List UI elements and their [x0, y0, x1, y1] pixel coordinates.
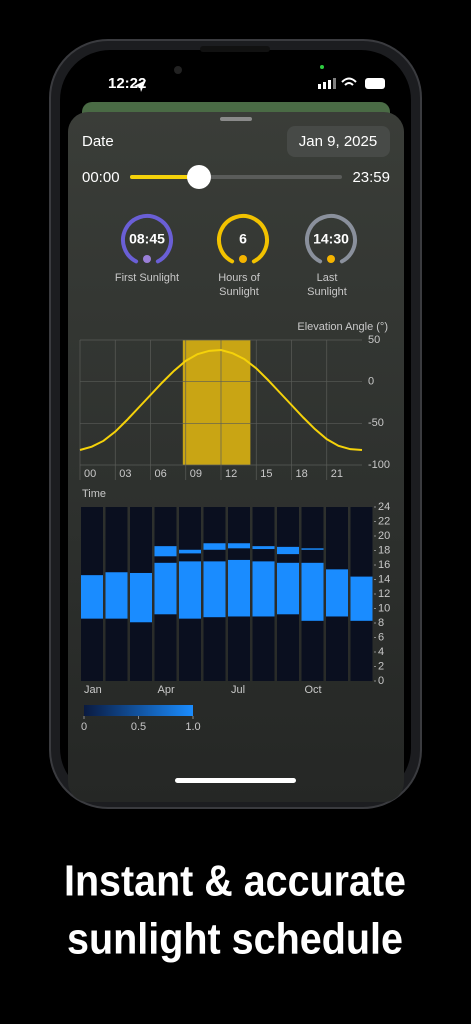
sunlight-range [228, 543, 250, 549]
sunlight-range [350, 576, 373, 621]
sun-icon [143, 255, 151, 263]
y-tick-label: 12 [378, 588, 390, 600]
sunlight-range [179, 549, 201, 554]
slider-fill [130, 175, 199, 179]
colorbar [84, 705, 193, 716]
x-tick-label: 12 [225, 468, 237, 480]
y-tick-label: -50 [368, 417, 384, 429]
location-icon [134, 80, 146, 92]
elevation-line [79, 348, 363, 451]
gauge-label: Last [317, 272, 338, 284]
y-tick-label: 24 [378, 501, 390, 513]
sunlight-range [326, 569, 348, 617]
colorbar-label: 1.0 [185, 721, 200, 733]
sunlight-range [252, 561, 275, 617]
date-value[interactable]: Jan 9, 2025 [299, 133, 377, 150]
date-button[interactable] [287, 126, 390, 157]
y-tick-label: 4 [378, 646, 384, 658]
gauge-label: Sunlight [307, 286, 347, 298]
home-indicator [175, 778, 296, 783]
sheet-handle[interactable] [220, 117, 252, 121]
sun-icon [239, 255, 247, 263]
y-tick-label: 8 [378, 617, 384, 629]
indicator [320, 65, 324, 69]
gauge-ring [217, 214, 269, 266]
sunlight-range [203, 561, 226, 618]
y-tick-label: 6 [378, 631, 384, 643]
slider-end: 23:59 [352, 169, 390, 186]
gauge-value: 08:45 [129, 231, 165, 247]
x-tick-label: 09 [190, 468, 202, 480]
x-axis-title: Time [82, 488, 106, 500]
camera [174, 66, 182, 74]
x-tick-label: 00 [84, 468, 96, 480]
notch [200, 46, 270, 52]
signal-icon [318, 78, 336, 89]
gauge-label: First Sunlight [115, 272, 179, 284]
sunlight-range [301, 548, 324, 550]
gauge-ring [121, 214, 173, 266]
gauge-value: 6 [239, 231, 247, 247]
date-label: Date [82, 133, 114, 150]
y-axis-title: Elevation Angle (°) [297, 321, 388, 333]
y-tick-label: 2 [378, 660, 384, 672]
sunlight-range [154, 546, 177, 557]
sunlight-range [228, 559, 250, 617]
sunlight-range [130, 572, 152, 623]
y-tick-label: 18 [378, 544, 390, 556]
wifi-icon [341, 77, 357, 86]
slider-start: 00:00 [82, 169, 120, 186]
slider-knob[interactable] [187, 165, 211, 189]
gauge-value: 14:30 [313, 231, 349, 247]
x-tick-label: Jul [231, 684, 245, 696]
x-tick-label: Jan [84, 684, 102, 696]
sunlight-range [154, 562, 177, 615]
sunlight-range [252, 546, 275, 550]
sunlight-range [105, 572, 128, 619]
x-tick-label: 21 [331, 468, 343, 480]
x-tick-label: 06 [155, 468, 167, 480]
x-tick-label: 03 [119, 468, 131, 480]
battery-icon [365, 78, 385, 89]
sun-icon [327, 255, 335, 263]
x-tick-label: Oct [305, 684, 322, 696]
gauge-label: Hours of [218, 272, 261, 284]
y-tick-label: 22 [378, 515, 390, 527]
y-tick-label: 10 [378, 602, 390, 614]
gauge-label: Sunlight [219, 286, 259, 298]
caption-line: sunlight schedule [67, 915, 403, 964]
y-tick-label: 0 [378, 675, 384, 687]
sunlight-range [81, 575, 103, 619]
sunlight-range [301, 562, 324, 621]
sunlight-range [277, 562, 299, 615]
colorbar-label: 0 [81, 721, 87, 733]
x-tick-label: Apr [158, 684, 175, 696]
status-time: 12:22 [108, 75, 146, 92]
sunlight-range [277, 546, 299, 555]
x-tick-label: 15 [260, 468, 272, 480]
y-tick-label: 14 [378, 573, 390, 585]
x-tick-label: 18 [296, 468, 308, 480]
y-tick-label: 16 [378, 559, 390, 571]
y-tick-label: 0 [368, 376, 374, 388]
caption-line: Instant & accurate [64, 857, 406, 906]
y-tick-label: -100 [368, 459, 390, 471]
sunlight-band [182, 340, 251, 465]
y-tick-label: 50 [368, 334, 380, 346]
sunlight-range [179, 561, 201, 619]
colorbar-label: 0.5 [131, 721, 146, 733]
sunlight-range [203, 543, 226, 550]
gauge-ring [305, 214, 357, 266]
y-tick-label: 20 [378, 530, 390, 542]
